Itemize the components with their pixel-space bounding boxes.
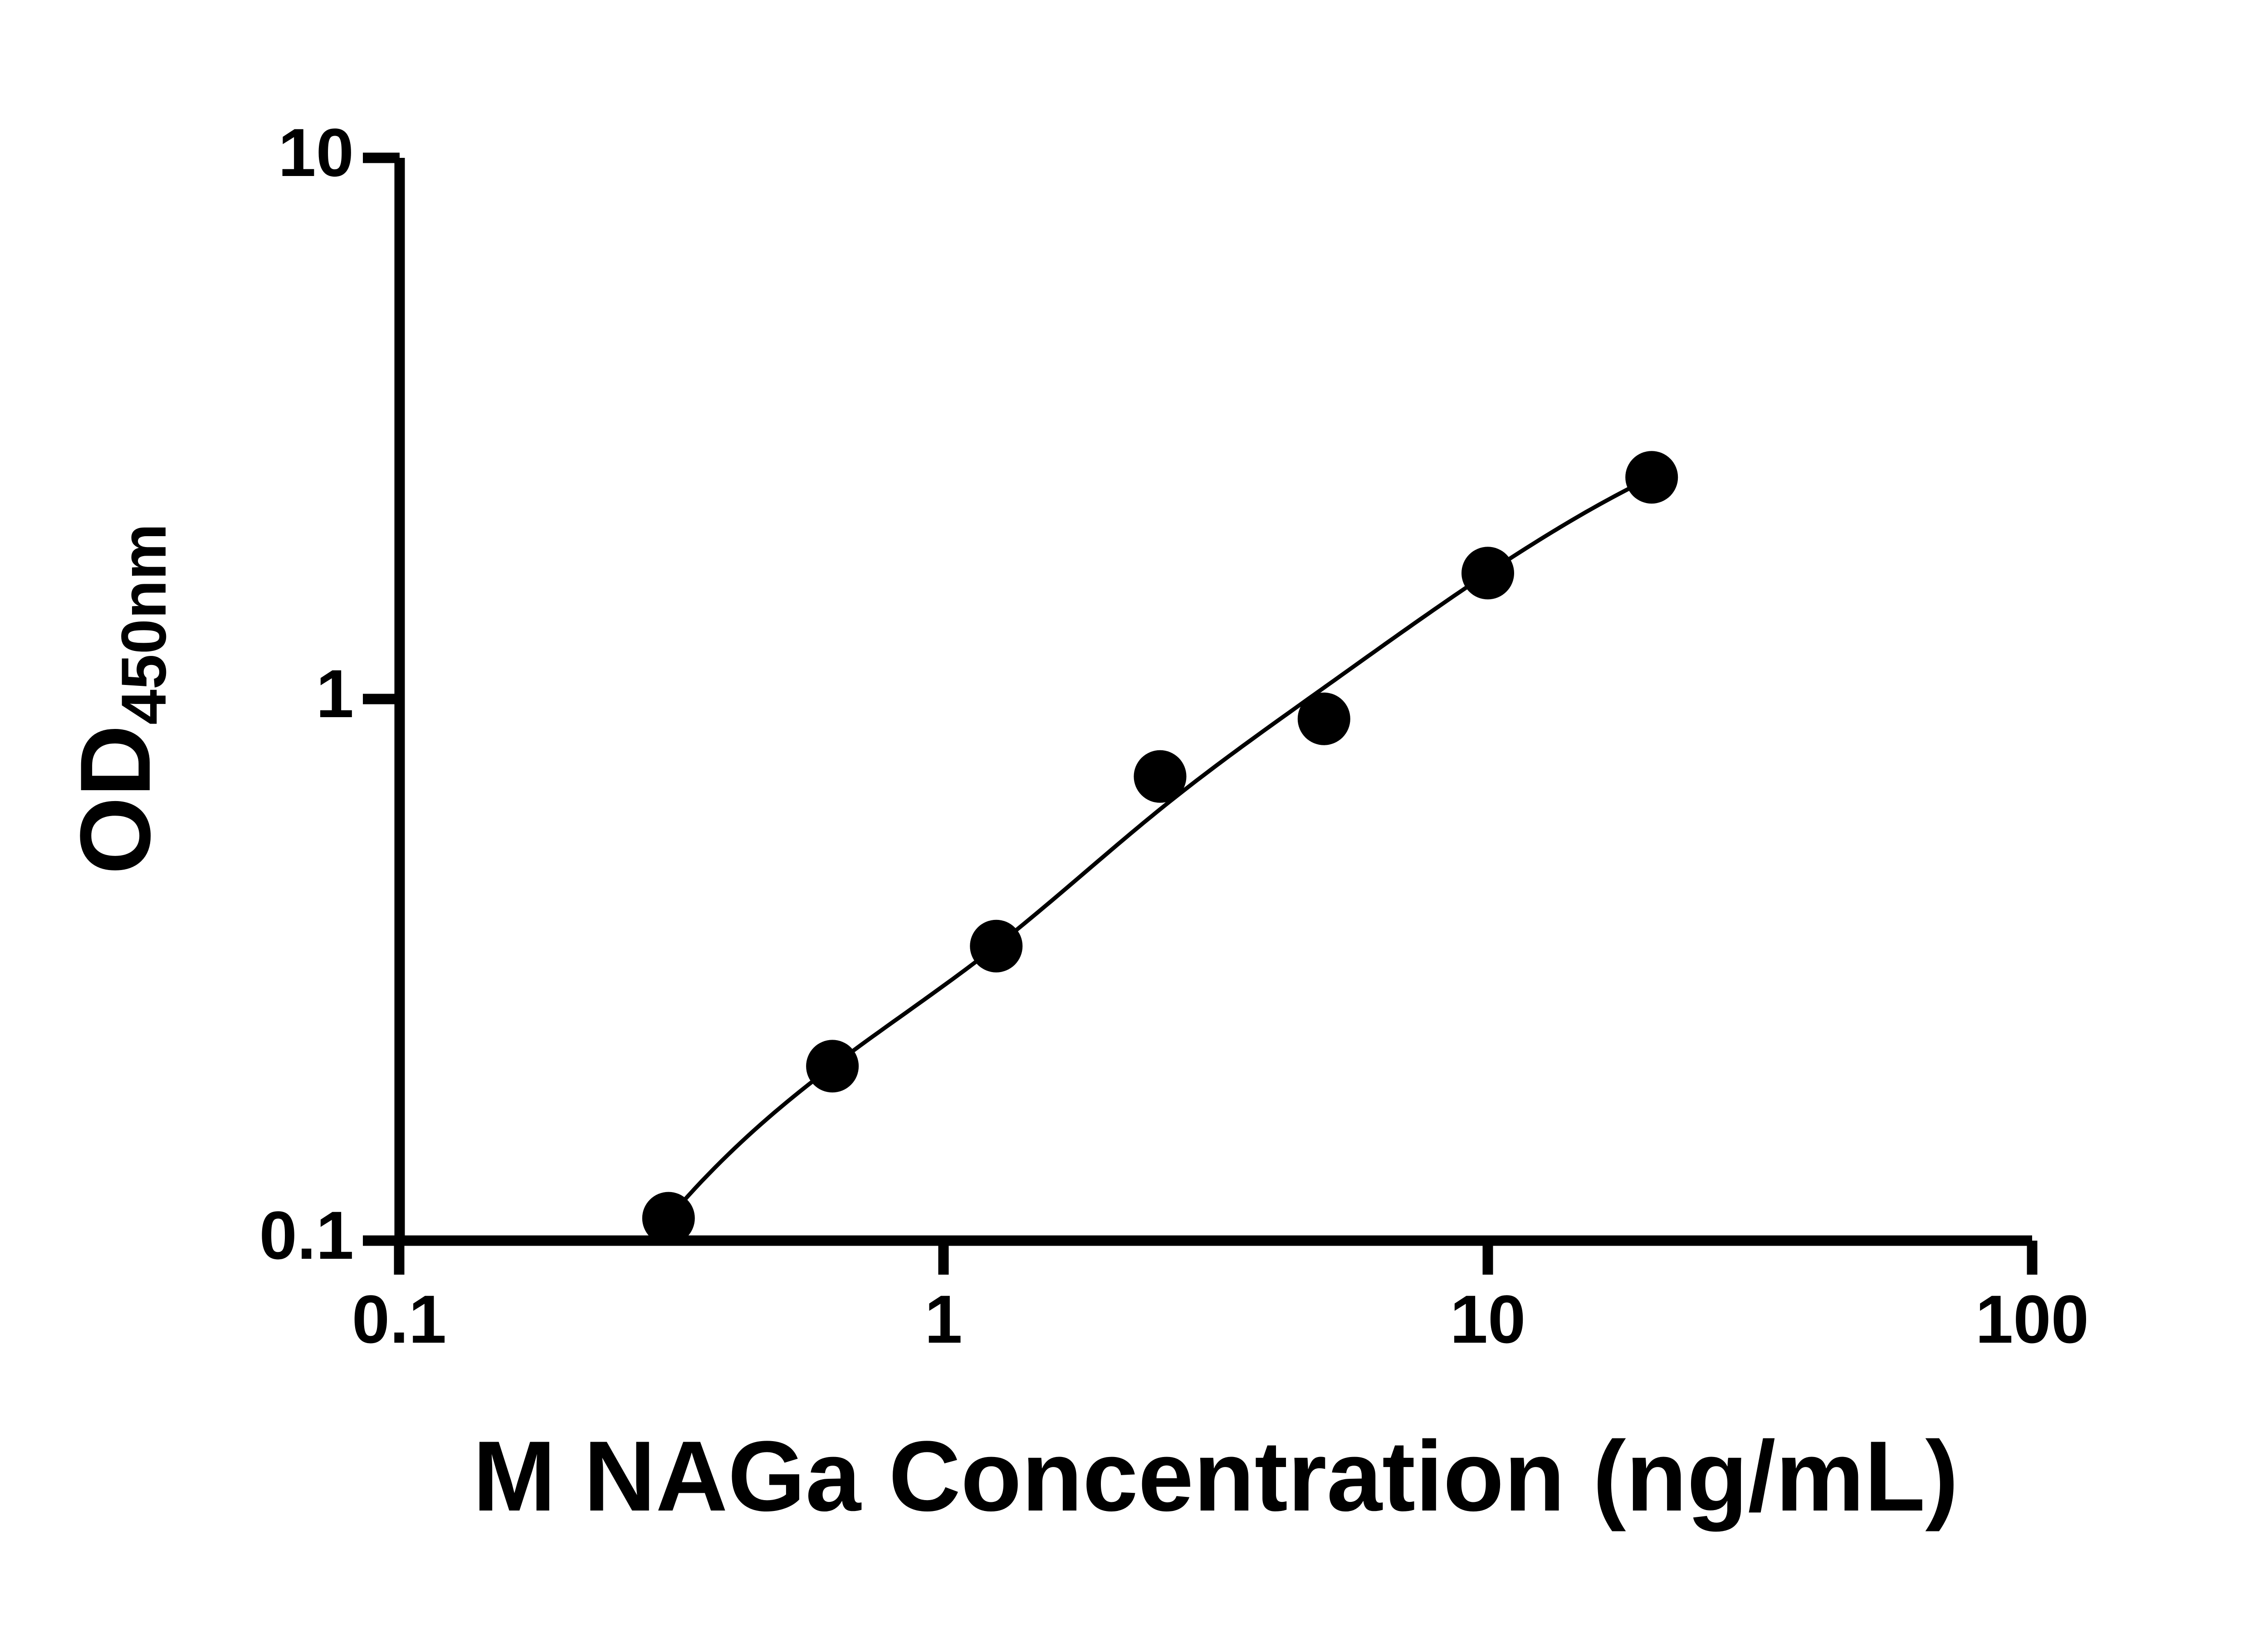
- svg-text:10: 10: [1450, 1281, 1526, 1357]
- svg-text:1: 1: [924, 1281, 962, 1357]
- svg-text:M NAGa Concentration (ng/mL): M NAGa Concentration (ng/mL): [473, 1420, 1958, 1532]
- svg-text:100: 100: [1975, 1281, 2089, 1357]
- svg-text:OD450nm: OD450nm: [59, 523, 179, 875]
- svg-text:1: 1: [316, 655, 354, 732]
- svg-text:0.1: 0.1: [352, 1281, 447, 1357]
- svg-text:0.1: 0.1: [259, 1197, 354, 1273]
- svg-text:10: 10: [278, 114, 354, 191]
